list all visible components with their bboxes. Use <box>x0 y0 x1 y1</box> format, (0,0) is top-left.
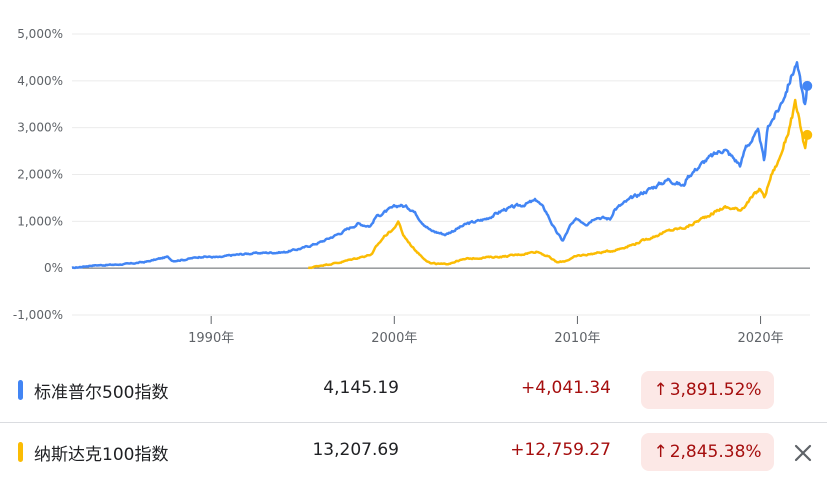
series-percent: 2,845.38% <box>669 442 762 462</box>
x-tick-label: 2000年 <box>371 331 417 346</box>
y-tick-label: 1,000% <box>17 214 63 228</box>
x-axis-ticks: 1990年 2000年 2010年 2020年 <box>188 316 784 346</box>
series-swatch-sp500 <box>18 380 23 400</box>
series-line-sp500 <box>71 61 809 270</box>
series-percent-badge: ↑ 2,845.38% <box>641 433 774 471</box>
series-percent: 3,891.52% <box>669 380 762 400</box>
series-percent-badge: ↑ 3,891.52% <box>641 371 774 409</box>
arrow-up-icon: ↑ <box>653 380 668 400</box>
series-endpoint-dot <box>802 129 813 140</box>
y-tick-label: 3,000% <box>17 121 63 135</box>
y-tick-label: 2,000% <box>17 168 63 182</box>
x-tick-label: 2010年 <box>554 331 600 346</box>
y-tick-label: 5,000% <box>17 27 63 41</box>
series-value: 13,207.69 <box>312 440 399 460</box>
performance-chart: -1,000%0%1,000%2,000%3,000%4,000%5,000% … <box>13 27 813 346</box>
arrow-up-icon: ↑ <box>653 442 668 462</box>
legend-row-nasdaq100[interactable]: 纳斯达克100指数 13,207.69 +12,759.27 ↑ 2,845.3… <box>0 426 827 478</box>
series-lines <box>71 61 813 270</box>
series-name: 标准普尔500指数 <box>34 383 169 403</box>
series-line-nasdaq100 <box>307 98 809 270</box>
series-value: 4,145.19 <box>323 378 399 398</box>
y-axis-ticks: -1,000% 0% 1,000% 2,000% 3,000% 4,000% 5,000% <box>13 27 63 322</box>
chart-grid <box>72 33 810 316</box>
series-name: 纳斯达克100指数 <box>34 445 169 465</box>
series-swatch-nasdaq100 <box>18 442 23 462</box>
close-button[interactable] <box>786 438 820 468</box>
y-tick-label: 0% <box>44 261 63 275</box>
close-icon <box>794 444 812 462</box>
x-tick-label: 1990年 <box>188 331 234 346</box>
y-tick-label: 4,000% <box>17 74 63 88</box>
series-change: +12,759.27 <box>510 440 611 460</box>
series-endpoint-dot <box>802 80 813 91</box>
legend-row-sp500[interactable]: 标准普尔500指数 4,145.19 +4,041.34 ↑ 3,891.52% <box>0 364 827 416</box>
series-change: +4,041.34 <box>521 378 611 398</box>
legend-divider <box>0 422 827 423</box>
y-tick-label: -1,000% <box>13 308 63 322</box>
x-tick-label: 2020年 <box>738 331 784 346</box>
